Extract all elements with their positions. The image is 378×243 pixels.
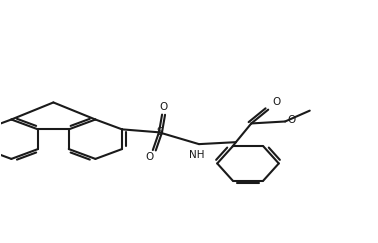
Text: O: O xyxy=(272,97,280,107)
Text: S: S xyxy=(156,127,163,137)
Text: O: O xyxy=(146,152,154,162)
Text: O: O xyxy=(287,115,295,125)
Text: NH: NH xyxy=(189,150,205,160)
Text: O: O xyxy=(160,102,168,112)
